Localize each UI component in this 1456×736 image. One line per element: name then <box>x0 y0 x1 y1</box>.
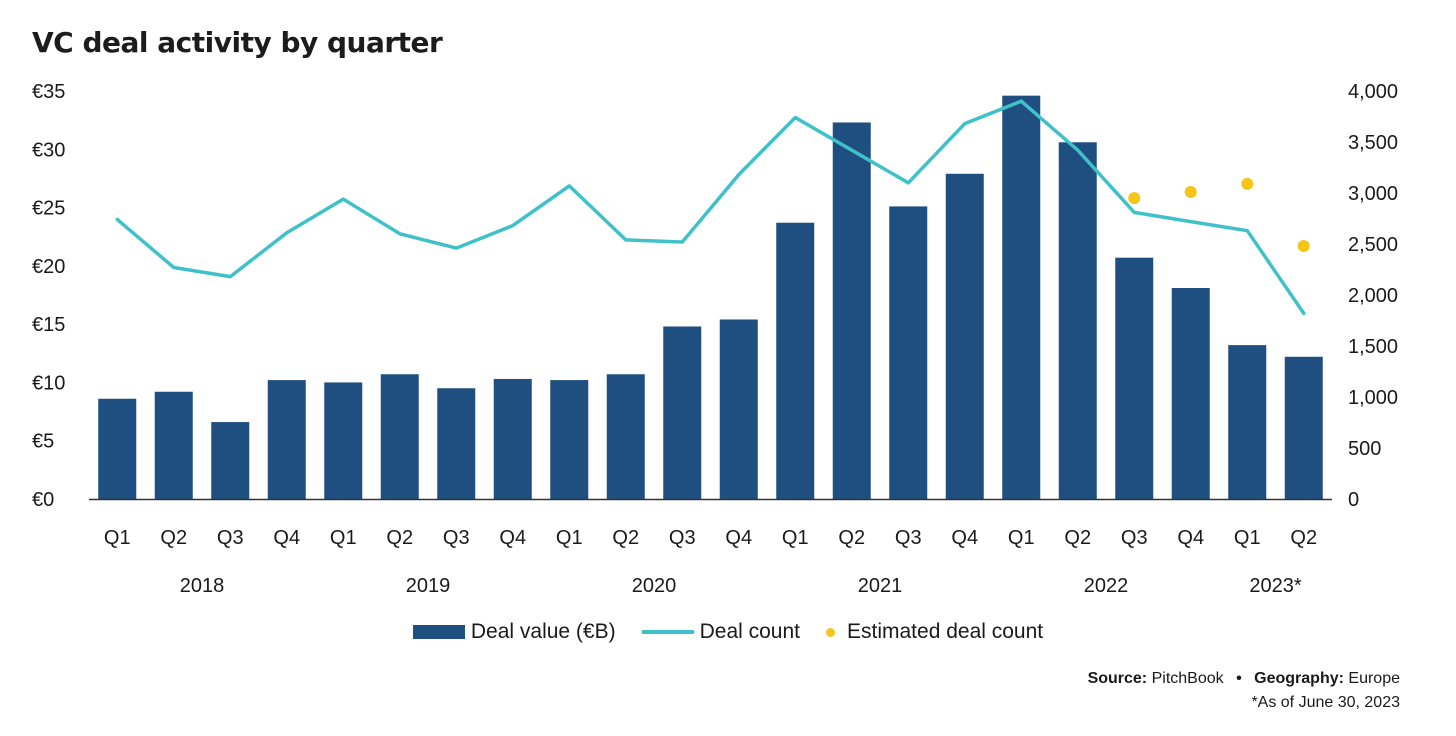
x-tick-label-quarter: Q3 <box>443 527 470 549</box>
y-right-tick-label: 1,500 <box>1348 336 1398 358</box>
y-right-tick-label: 2,000 <box>1348 285 1398 307</box>
y-right-tick-label: 500 <box>1348 438 1381 460</box>
legend-label-deal-count: Deal count <box>699 620 800 643</box>
chart-legend: Deal value (€B) Deal count Estimated dea… <box>0 620 1456 644</box>
bar-deal-value <box>211 422 250 499</box>
source-key: Source: <box>1087 670 1148 687</box>
bar-deal-value <box>380 374 419 499</box>
bar-deal-value <box>550 380 589 499</box>
x-tick-label-quarter: Q2 <box>160 527 187 549</box>
legend-label-estimated-deal-count: Estimated deal count <box>847 620 1044 643</box>
x-tick-label-quarter: Q1 <box>104 527 131 549</box>
x-tick-label-year: 2021 <box>858 575 903 597</box>
x-tick-label-quarter: Q4 <box>499 527 526 549</box>
legend-swatch-line <box>641 630 694 634</box>
bar-deal-value <box>719 319 758 499</box>
dot-estimated-deal-count <box>1241 177 1254 190</box>
x-tick-label-quarter: Q1 <box>330 527 357 549</box>
date-note: *As of June 30, 2023 <box>1251 694 1400 711</box>
x-tick-label-quarter: Q4 <box>273 527 300 549</box>
geography-value: Europe <box>1348 670 1400 687</box>
x-tick-label-quarter: Q1 <box>556 527 583 549</box>
y-right-tick-label: 1,000 <box>1348 387 1398 409</box>
bar-deal-value <box>945 173 984 499</box>
bar-deal-value <box>1115 257 1154 499</box>
y-left-tick-label: €10 <box>32 372 65 394</box>
bar-deal-value <box>267 380 306 499</box>
x-tick-label-quarter: Q3 <box>217 527 244 549</box>
y-right-tick-label: 2,500 <box>1348 234 1398 256</box>
y-left-tick-label: €35 <box>32 81 65 103</box>
x-tick-label-year: 2020 <box>632 575 677 597</box>
source-value: PitchBook <box>1151 670 1224 687</box>
bar-deal-value <box>1002 95 1041 500</box>
x-tick-label-quarter: Q2 <box>838 527 865 549</box>
dot-estimated-deal-count <box>1184 185 1197 198</box>
y-right-tick-label: 3,500 <box>1348 132 1398 154</box>
y-left-tick-label: €20 <box>32 256 65 278</box>
bar-deal-value <box>776 222 815 499</box>
bar-deal-value <box>1284 356 1323 499</box>
y-left-tick-label: €15 <box>32 314 65 336</box>
x-tick-label-quarter: Q3 <box>895 527 922 549</box>
geography-key: Geography: <box>1254 670 1344 687</box>
bar-deal-value <box>98 398 137 499</box>
x-tick-label-quarter: Q4 <box>951 527 978 549</box>
legend-item-deal-count: Deal count <box>641 620 800 644</box>
x-tick-label-quarter: Q1 <box>1008 527 1035 549</box>
x-tick-label-quarter: Q2 <box>612 527 639 549</box>
source-note: Source: PitchBook • Geography: Europe <box>1088 670 1400 688</box>
bar-deal-value <box>606 374 645 499</box>
x-tick-label-quarter: Q3 <box>669 527 696 549</box>
legend-swatch-bar <box>412 625 465 639</box>
x-tick-label-quarter: Q3 <box>1121 527 1148 549</box>
x-tick-label-year: 2018 <box>180 575 225 597</box>
x-tick-label-quarter: Q4 <box>725 527 752 549</box>
x-tick-label-quarter: Q2 <box>386 527 413 549</box>
chart-title: VC deal activity by quarter <box>32 26 443 59</box>
legend-label-deal-value: Deal value (€B) <box>470 620 616 643</box>
y-right-tick-label: 0 <box>1348 489 1359 511</box>
x-tick-label-quarter: Q1 <box>782 527 809 549</box>
bar-deal-value <box>154 391 193 499</box>
legend-item-estimated-deal-count: Estimated deal count <box>826 620 1043 644</box>
bar-deal-value <box>493 378 532 499</box>
dot-estimated-deal-count <box>1297 240 1310 253</box>
bar-deal-value <box>437 388 476 499</box>
x-tick-label-year: 2022 <box>1084 575 1129 597</box>
y-right-tick-label: 3,000 <box>1348 183 1398 205</box>
bar-deal-value <box>1058 142 1097 499</box>
bar-deal-value <box>832 122 871 499</box>
chart-plot: €0 €5 €10 €15 €20 €25 €30 €35 0 500 1,000 1,500 2,00… <box>32 81 1398 597</box>
y-left-tick-label: €25 <box>32 198 65 220</box>
y-left-tick-label: €5 <box>32 431 54 453</box>
y-left-tick-label: €30 <box>32 139 65 161</box>
x-tick-label-quarter: Q2 <box>1064 527 1091 549</box>
dot-estimated-deal-count <box>1128 192 1141 205</box>
y-right-tick-label: 4,000 <box>1348 81 1398 103</box>
x-tick-label-quarter: Q1 <box>1234 527 1261 549</box>
bar-deal-value <box>663 326 702 499</box>
bar-deal-value <box>889 206 928 500</box>
line-deal-count <box>115 99 1306 316</box>
x-tick-label-year: 2019 <box>406 575 451 597</box>
bar-deal-value <box>1228 345 1267 499</box>
x-tick-label-quarter: Q4 <box>1177 527 1204 549</box>
x-tick-label-year: 2023* <box>1249 575 1301 597</box>
bar-deal-value <box>1171 288 1210 499</box>
legend-item-deal-value: Deal value (€B) <box>412 620 616 644</box>
legend-swatch-dot <box>826 627 835 637</box>
bar-deal-value <box>324 382 363 499</box>
x-tick-label-quarter: Q2 <box>1290 527 1317 549</box>
footer-separator: • <box>1236 670 1242 687</box>
y-left-tick-label: €0 <box>32 489 54 511</box>
